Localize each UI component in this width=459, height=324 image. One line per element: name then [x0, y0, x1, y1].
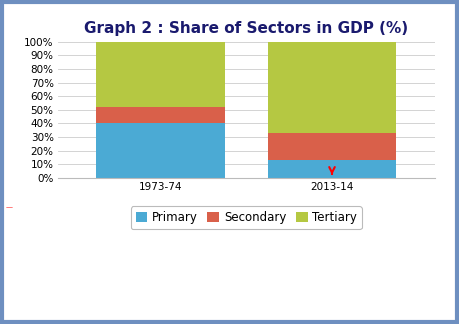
Legend: Primary, Secondary, Tertiary: Primary, Secondary, Tertiary: [131, 206, 362, 229]
Bar: [96, 123, 225, 178]
Text: —: —: [6, 204, 12, 210]
Bar: [96, 42, 225, 107]
Bar: [96, 107, 225, 123]
Bar: [268, 133, 396, 160]
Bar: [268, 42, 396, 133]
Title: Graph 2 : Share of Sectors in GDP (%): Graph 2 : Share of Sectors in GDP (%): [84, 21, 409, 37]
Bar: [268, 160, 396, 178]
